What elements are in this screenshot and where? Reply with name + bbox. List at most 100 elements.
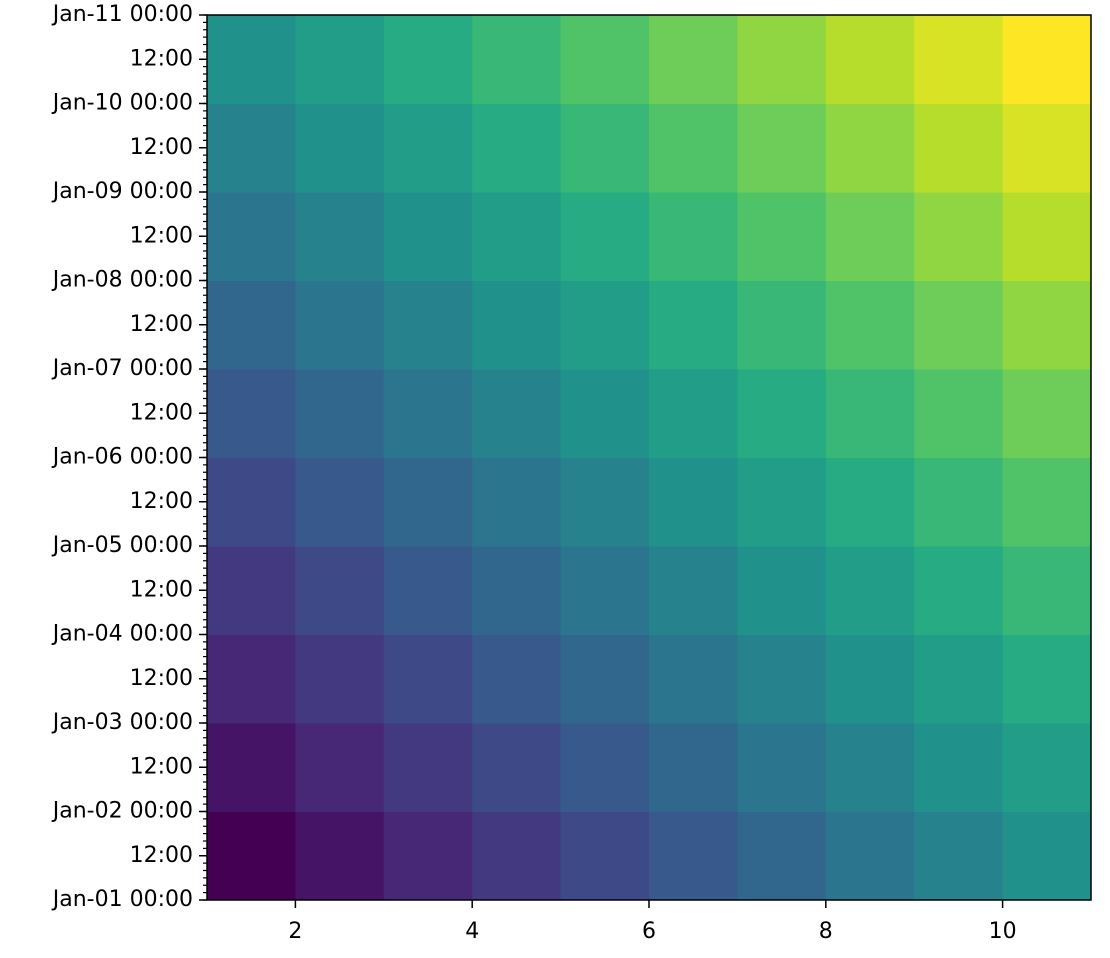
heat-cell	[207, 369, 296, 458]
y-tick-label: Jan-11 00:00	[51, 2, 193, 27]
heat-cell	[1002, 546, 1092, 635]
heat-cell	[295, 811, 385, 901]
heat-cell	[1002, 457, 1092, 547]
x-tick-label: 10	[989, 919, 1017, 944]
plot-frame	[206, 14, 1092, 901]
heat-cell	[914, 634, 1004, 724]
heat-cell	[472, 15, 562, 104]
heat-cell	[737, 280, 827, 370]
heat-cell	[825, 15, 915, 104]
heat-cell	[737, 546, 827, 635]
heat-cell	[737, 723, 827, 812]
heat-cell	[649, 546, 738, 635]
heat-cell	[207, 103, 296, 193]
y-tick-label: Jan-04 00:00	[51, 622, 193, 647]
heat-cell	[914, 103, 1004, 193]
x-tick-label: 2	[288, 919, 302, 944]
heat-cell	[472, 369, 562, 458]
heat-cell	[560, 723, 650, 812]
heat-cell	[914, 546, 1004, 635]
heat-cell	[1002, 723, 1092, 812]
heat-cell	[383, 15, 473, 104]
heat-cell	[295, 15, 385, 104]
heat-cell	[383, 103, 473, 193]
heat-cell	[472, 192, 562, 281]
heat-cell	[825, 457, 915, 547]
heat-cell	[825, 811, 915, 901]
heat-cell	[649, 280, 738, 370]
x-tick-label: 8	[819, 919, 833, 944]
y-tick-label: 12:00	[130, 666, 193, 691]
x-tick-label: 4	[465, 919, 479, 944]
heat-cell	[207, 634, 296, 724]
heat-cell	[207, 192, 296, 281]
heat-cell	[295, 103, 385, 193]
heat-cell	[383, 634, 473, 724]
y-tick-label: Jan-07 00:00	[51, 356, 193, 381]
y-tick-label: Jan-10 00:00	[51, 91, 193, 116]
heat-cell	[560, 280, 650, 370]
heat-cell	[383, 457, 473, 547]
y-tick-label: 12:00	[130, 223, 193, 248]
y-tick-label: 12:00	[130, 754, 193, 779]
heat-cell	[737, 457, 827, 547]
heat-cell	[649, 457, 738, 547]
y-tick-label: 12:00	[130, 46, 193, 71]
heat-cell	[383, 280, 473, 370]
heat-cell	[560, 192, 650, 281]
heat-cell	[207, 723, 296, 812]
heat-cell	[825, 546, 915, 635]
heat-cell	[295, 723, 385, 812]
heat-cell	[207, 457, 296, 547]
heat-cell	[825, 723, 915, 812]
heat-cell	[472, 723, 562, 812]
heat-cell	[737, 103, 827, 193]
heat-cell	[914, 457, 1004, 547]
heat-cell	[825, 192, 915, 281]
heat-cell	[560, 546, 650, 635]
heat-cell	[383, 192, 473, 281]
heat-cell	[737, 811, 827, 901]
heat-cell	[1002, 15, 1092, 104]
heat-cell	[472, 457, 562, 547]
heat-cell	[295, 369, 385, 458]
heat-cell	[649, 15, 738, 104]
heat-cell	[207, 15, 296, 104]
y-tick-label: Jan-02 00:00	[51, 799, 193, 824]
heat-cell	[295, 457, 385, 547]
heat-cell	[649, 369, 738, 458]
heat-cell	[560, 15, 650, 104]
y-tick-label: 12:00	[130, 135, 193, 160]
heat-cell	[383, 723, 473, 812]
heat-cell	[649, 811, 738, 901]
heat-cell	[1002, 103, 1092, 193]
heat-cell	[825, 103, 915, 193]
heat-cell	[383, 811, 473, 901]
heat-cell	[649, 723, 738, 812]
heat-cell	[472, 811, 562, 901]
heat-cell	[825, 280, 915, 370]
heat-cell	[649, 634, 738, 724]
heat-cell	[560, 634, 650, 724]
y-tick-label: Jan-06 00:00	[51, 445, 193, 470]
heat-cell	[825, 634, 915, 724]
y-tick-label: Jan-05 00:00	[51, 533, 193, 558]
heat-cell	[472, 280, 562, 370]
y-tick-label: Jan-01 00:00	[51, 887, 193, 912]
heat-cell	[560, 811, 650, 901]
y-tick-label: Jan-03 00:00	[51, 710, 193, 735]
heat-cell	[207, 546, 296, 635]
x-tick-label: 6	[642, 919, 656, 944]
heat-cell	[207, 811, 296, 901]
heat-cell	[1002, 280, 1092, 370]
heat-cell	[560, 369, 650, 458]
heat-cell	[383, 369, 473, 458]
heat-cell	[1002, 634, 1092, 724]
heat-cell	[649, 192, 738, 281]
heat-cell	[560, 457, 650, 547]
heat-cell	[472, 103, 562, 193]
heat-cell	[649, 103, 738, 193]
heat-cell	[472, 546, 562, 635]
